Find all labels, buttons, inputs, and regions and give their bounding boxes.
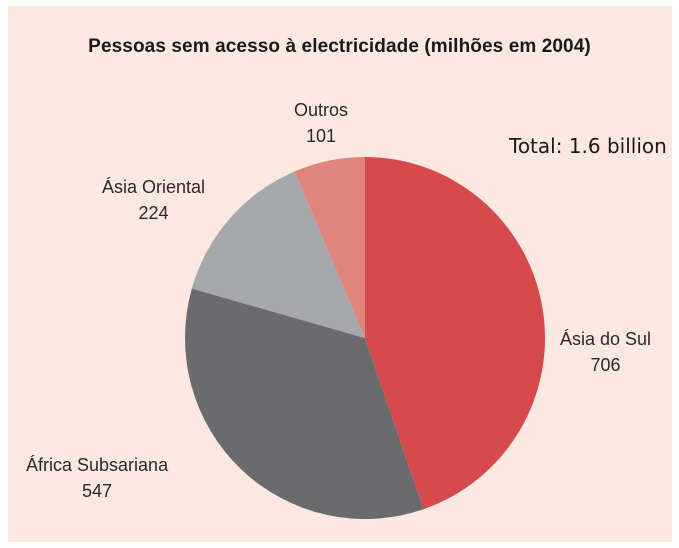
slice-name: Ásia Oriental [102, 177, 206, 197]
slice-label-asia-do-sul: Ásia do Sul 706 [560, 326, 651, 378]
slice-value: 224 [138, 203, 169, 223]
slice-label-asia-oriental: Ásia Oriental 224 [102, 174, 205, 226]
slice-value: 101 [305, 126, 337, 146]
slice-label-africa-subsariana: África Subsariana 547 [26, 452, 168, 504]
slice-value: 706 [590, 355, 621, 375]
pie-slice-asia-oriental [191, 171, 365, 338]
chart-title: Pessoas sem acesso à electricidade (milh… [88, 36, 591, 57]
slice-value: 547 [82, 481, 113, 501]
pie-slice-asia-do-sul [365, 157, 546, 510]
slice-name: Outros [294, 100, 349, 120]
slice-name: África Subsariana [26, 455, 169, 475]
pie-slice-outros [294, 157, 365, 338]
total-annotation: Total: 1.6 billion [509, 134, 667, 158]
pie-slice-africa-subsariana [184, 288, 424, 519]
slice-label-outros: Outros 101 [294, 97, 348, 149]
slice-name: Ásia do Sul [560, 329, 652, 349]
